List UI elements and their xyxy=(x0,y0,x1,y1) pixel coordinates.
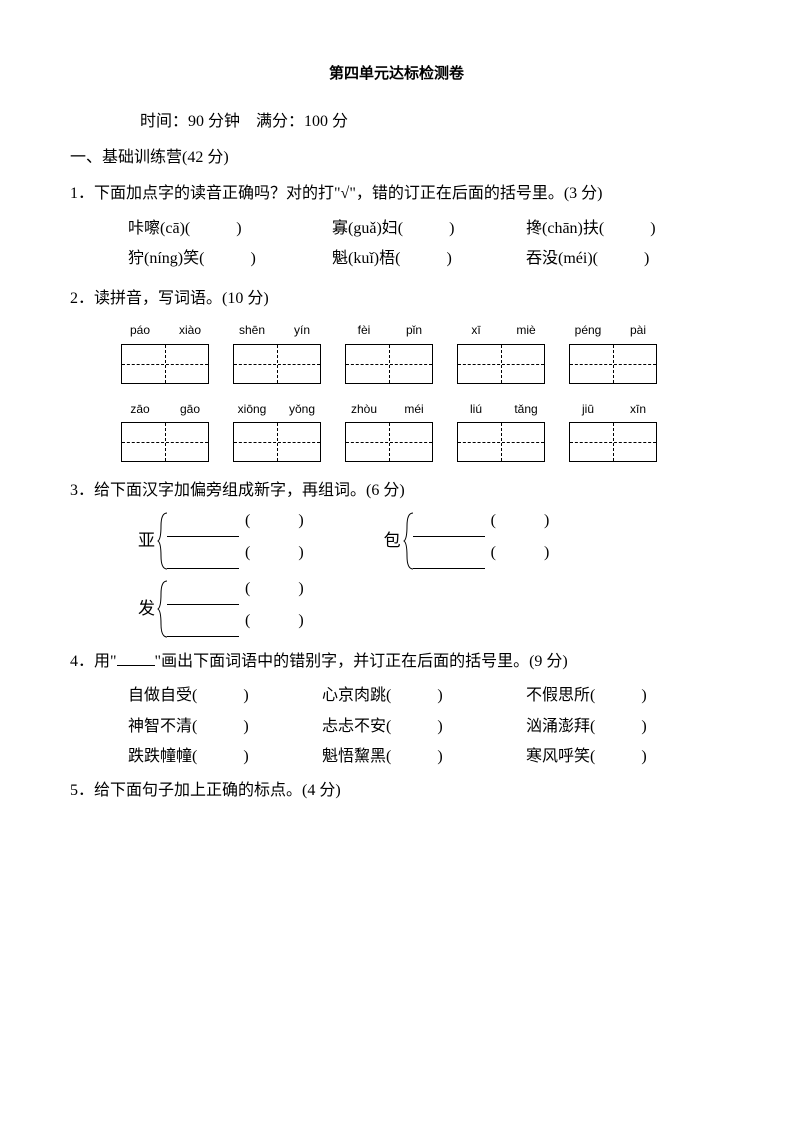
pinyin-label: xī xyxy=(456,319,496,342)
answer-line xyxy=(413,520,485,537)
brace-icon xyxy=(157,579,169,639)
exam-info: 时间：90 分钟 满分：100 分 xyxy=(140,107,723,137)
pinyin-label: tǎng xyxy=(506,398,546,421)
answer-line xyxy=(167,520,239,537)
brace-icon xyxy=(403,511,415,571)
pinyin-pair: zhòuméi xyxy=(344,398,434,463)
answer-paren: ( ) xyxy=(491,538,550,568)
q3-text: 3．给下面汉字加偏旁组成新字，再组词。(6 分) xyxy=(70,476,723,506)
brace-icon xyxy=(157,511,169,571)
answer-paren: ( ) xyxy=(245,574,304,604)
write-box xyxy=(233,422,321,462)
q2-row2: zāogāoxiōngyǒngzhòuméiliútǎngjiūxīn xyxy=(120,398,723,463)
pinyin-label: miè xyxy=(506,319,546,342)
pinyin-pair: xīmiè xyxy=(456,319,546,384)
answer-paren: ( ) xyxy=(245,606,304,636)
pinyin-label: shēn xyxy=(232,319,272,342)
q4-row2: 神智不清() 忐忐不安() 汹涌澎拜() xyxy=(128,712,723,742)
dotted-char: 搀 xyxy=(526,220,542,237)
dotted-char: 魁 xyxy=(332,250,348,267)
q1-row2: 狞(níng)笑() 魁(kuǐ)梧() 吞没(méi)() xyxy=(128,244,723,274)
pinyin-pair: jiūxīn xyxy=(568,398,658,463)
pinyin-label: péng xyxy=(568,319,608,342)
pinyin-pair: xiōng yǒng xyxy=(232,398,322,463)
answer-line xyxy=(167,588,239,605)
radical-char: 发 xyxy=(138,593,155,625)
radical-char: 包 xyxy=(384,525,401,557)
pinyin-label: méi xyxy=(394,398,434,421)
answer-paren: ( ) xyxy=(245,538,304,568)
radical-group: 亚( )( ) xyxy=(138,511,304,571)
pinyin-label: zhòu xyxy=(344,398,384,421)
write-box xyxy=(345,422,433,462)
write-box xyxy=(233,344,321,384)
write-box xyxy=(121,422,209,462)
page-title: 第四单元达标检测卷 xyxy=(70,60,723,89)
pinyin-label: fèi xyxy=(344,319,384,342)
write-box xyxy=(569,344,657,384)
pinyin-pair: zāogāo xyxy=(120,398,210,463)
q4-row1: 自做自受() 心京肉跳() 不假思所() xyxy=(128,681,723,711)
q5-text: 5．给下面句子加上正确的标点。(4 分) xyxy=(70,776,723,806)
pinyin-label: pài xyxy=(618,319,658,342)
pinyin-pair: liútǎng xyxy=(456,398,546,463)
write-box xyxy=(121,344,209,384)
pinyin-label: yín xyxy=(282,319,322,342)
dotted-char: 嚓 xyxy=(144,220,160,237)
write-box xyxy=(457,422,545,462)
q2-text: 2．读拼音，写词语。(10 分) xyxy=(70,284,723,314)
answer-paren: ( ) xyxy=(491,506,550,536)
pinyin-label: xiōng xyxy=(232,398,272,421)
pinyin-label: xīn xyxy=(618,398,658,421)
q4-text: 4．用""画出下面词语中的错别字，并订正在后面的括号里。(9 分) xyxy=(70,647,723,677)
answer-paren: ( ) xyxy=(245,506,304,536)
dotted-char: 狞 xyxy=(128,250,144,267)
dotted-char: 没 xyxy=(542,250,558,267)
radical-char: 亚 xyxy=(138,525,155,557)
pinyin-label: liú xyxy=(456,398,496,421)
pinyin-pair: péngpài xyxy=(568,319,658,384)
q1-text: 1．下面加点字的读音正确吗？对的打"√"，错的订正在后面的括号里。(3 分) xyxy=(70,179,723,209)
pinyin-pair: shēnyín xyxy=(232,319,322,384)
pinyin-label: yǒng xyxy=(282,398,322,421)
pinyin-pair: fèipǐn xyxy=(344,319,434,384)
pinyin-label: jiū xyxy=(568,398,608,421)
pinyin-pair: páoxiào xyxy=(120,319,210,384)
pinyin-label: zāo xyxy=(120,398,160,421)
q1-row1: 咔嚓(cā)() 寡(guǎ)妇() 搀(chān)扶() xyxy=(128,214,723,244)
pinyin-label: pǐn xyxy=(394,319,434,342)
radical-group: 包( )( ) xyxy=(384,511,550,571)
answer-line xyxy=(167,552,239,569)
write-box xyxy=(345,344,433,384)
answer-line xyxy=(167,620,239,637)
pinyin-label: xiào xyxy=(170,319,210,342)
section-1-heading: 一、基础训练营(42 分) xyxy=(70,143,723,173)
q4-row3: 跌跌幢幢() 魁悟黧黑() 寒风呼笑() xyxy=(128,742,723,772)
q3-row2: 发( )( ) xyxy=(138,579,723,639)
radical-group: 发( )( ) xyxy=(138,579,304,639)
q2-row1: páoxiàoshēnyínfèipǐnxīmièpéngpài xyxy=(120,319,723,384)
q3-row1: 亚( )( )包( )( ) xyxy=(138,511,723,571)
write-box xyxy=(457,344,545,384)
write-box xyxy=(569,422,657,462)
dotted-char: 寡 xyxy=(332,220,348,237)
answer-line xyxy=(413,552,485,569)
pinyin-label: gāo xyxy=(170,398,210,421)
underline-blank xyxy=(117,649,155,666)
pinyin-label: páo xyxy=(120,319,160,342)
